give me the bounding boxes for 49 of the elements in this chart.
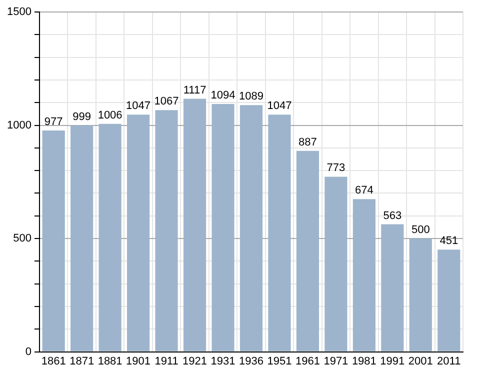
bar	[70, 125, 94, 352]
data-label: 1047	[126, 100, 151, 112]
data-label: 1047	[267, 100, 292, 112]
x-tick-label: 2001	[408, 355, 433, 368]
x-tick-label: 1881	[98, 355, 122, 368]
bar	[183, 98, 206, 352]
x-tick-label: 1931	[210, 355, 236, 368]
x-tick-label: 1901	[126, 355, 151, 368]
x-tick-label: 1911	[154, 355, 178, 368]
data-label: 1094	[210, 90, 236, 102]
y-tick-label: 1000	[6, 119, 32, 132]
bar	[296, 150, 319, 352]
data-label: 563	[383, 210, 402, 222]
x-tick-label: 1971	[324, 355, 348, 368]
x-tick-label: 2011	[437, 355, 461, 368]
bar	[240, 105, 263, 352]
data-label: 500	[411, 224, 430, 236]
x-tick-label: 1951	[267, 355, 292, 368]
data-label: 1006	[98, 109, 122, 122]
x-tick-label: 1861	[41, 355, 66, 368]
data-label: 1117	[183, 84, 206, 96]
bar	[155, 110, 178, 352]
x-tick-label: 1991	[380, 355, 405, 368]
data-label: 887	[298, 136, 317, 148]
data-label: 451	[440, 235, 458, 248]
bar	[324, 176, 348, 352]
x-tick-label: 1961	[295, 355, 320, 368]
y-tick-label: 0	[25, 346, 32, 358]
x-tick-label: 1871	[70, 355, 94, 368]
bar	[268, 114, 291, 352]
bar	[98, 124, 122, 352]
bar	[352, 199, 376, 352]
data-label: 674	[354, 184, 374, 197]
y-tick-label: 1500	[6, 6, 32, 18]
data-label: 773	[326, 162, 346, 174]
x-tick-label: 1936	[238, 355, 264, 368]
data-label: 999	[72, 111, 92, 124]
bar	[381, 224, 404, 352]
data-label: 1067	[154, 96, 179, 108]
y-tick-label: 500	[13, 232, 32, 245]
x-tick-label: 1981	[352, 355, 376, 368]
bar	[438, 250, 460, 352]
data-label: 1089	[238, 90, 264, 103]
bar	[127, 114, 150, 352]
data-label: 977	[44, 116, 63, 128]
bar	[409, 238, 432, 352]
bar	[42, 130, 65, 352]
bar	[212, 104, 234, 352]
x-tick-label: 1921	[182, 355, 208, 368]
